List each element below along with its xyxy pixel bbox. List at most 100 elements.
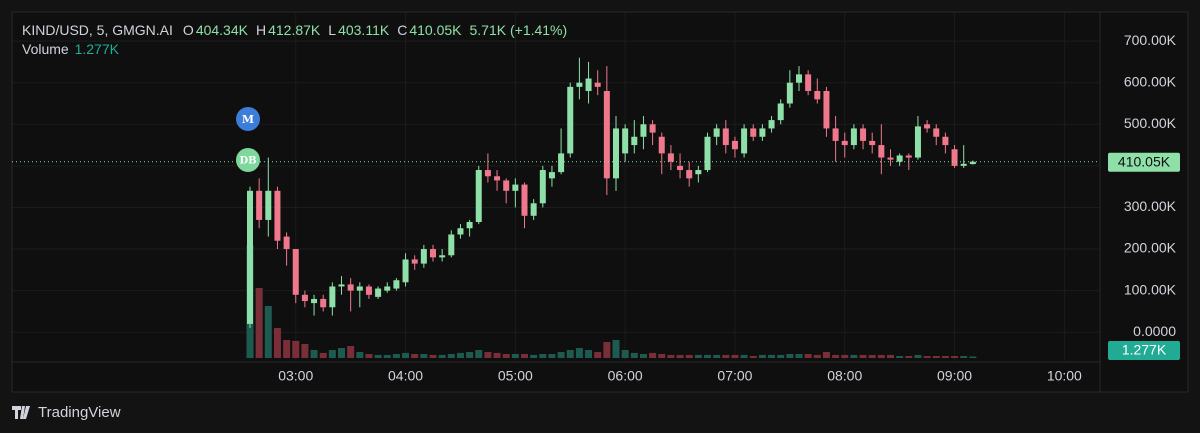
legend: KIND/USD, 5, GMGN.AI O 404.34K H 412.87K L 403… <box>22 21 569 59</box>
candle-body <box>768 120 775 129</box>
candle-body <box>292 249 299 295</box>
volume-bar <box>338 347 345 358</box>
symbol: KIND/USD, 5, GMGN.AI <box>22 22 173 38</box>
candle-body <box>494 176 501 181</box>
marker-label[interactable]: M <box>242 113 254 126</box>
candle-body <box>933 128 940 137</box>
ohlc-key: C <box>397 22 408 38</box>
candle-body <box>942 136 949 146</box>
volume-bar <box>868 354 876 358</box>
volume-bar <box>658 353 666 358</box>
candle-body <box>695 170 702 175</box>
marker-db[interactable]: DB <box>236 148 260 172</box>
marker-circle[interactable] <box>236 148 260 172</box>
y-tick-label: 0.0000 <box>1133 323 1176 339</box>
candle-body <box>594 82 601 87</box>
ohlc-key: L <box>328 22 337 38</box>
candle-body <box>265 190 272 220</box>
candle-body <box>338 284 345 287</box>
candle-body <box>832 128 839 141</box>
candle-body <box>567 86 574 154</box>
volume-bar <box>740 354 748 358</box>
last-price-tag <box>1108 152 1180 172</box>
volume-bar <box>493 352 501 358</box>
volume-bar <box>630 352 638 358</box>
volume-bar <box>539 353 547 358</box>
y-tick-label: 500.00K <box>1124 115 1177 131</box>
y-tick-label: 700.00K <box>1124 32 1177 48</box>
volume-bar <box>777 354 785 358</box>
volume-bar <box>392 353 400 358</box>
volume-bar <box>639 353 647 358</box>
ohlc-value: 412.87K <box>268 22 321 38</box>
candle-body <box>365 286 372 295</box>
volume-bar <box>264 305 272 358</box>
volume-bar <box>932 355 940 358</box>
marker-m[interactable]: M <box>236 107 260 131</box>
candle-body <box>896 155 903 162</box>
candle-body <box>256 190 263 220</box>
volume-bar <box>365 353 373 358</box>
volume-bar <box>694 354 702 358</box>
candle-body <box>860 128 867 141</box>
candle-body <box>951 149 958 166</box>
volume-bar <box>319 352 327 358</box>
volume-bar <box>438 354 446 358</box>
candle-body <box>301 294 308 302</box>
volume-tag <box>1108 341 1180 360</box>
volume-bar <box>429 354 437 358</box>
marker-label[interactable]: DB <box>239 156 256 167</box>
x-tick-label: 06:00 <box>608 368 643 384</box>
candle-body <box>622 128 629 154</box>
candle-body <box>484 170 491 177</box>
candle-body <box>741 128 748 154</box>
candle-body <box>448 234 455 256</box>
volume-bar <box>749 355 757 358</box>
candle-body <box>731 140 738 150</box>
candle-body <box>576 82 583 87</box>
ohlc-value: 410.05K <box>409 22 462 38</box>
volume-bar <box>786 353 794 358</box>
volume-bar <box>768 354 776 358</box>
brand: TradingView <box>12 404 121 421</box>
volume-bar <box>951 355 959 358</box>
y-tick-label: 300.00K <box>1124 198 1177 214</box>
volume-bar <box>374 354 382 358</box>
candle-body <box>640 124 647 137</box>
volume-bar <box>310 349 318 358</box>
volume-bar <box>557 351 565 358</box>
candle-body <box>841 140 848 146</box>
volume-bar <box>420 353 428 358</box>
candle-body <box>539 170 546 204</box>
candle-body <box>750 128 757 137</box>
y-tick-label: 200.00K <box>1124 240 1177 256</box>
brand-name: TradingView <box>38 404 121 421</box>
volume-bar <box>713 354 721 358</box>
volume-bar <box>914 354 922 358</box>
candle-body <box>558 153 565 173</box>
volume-bar <box>941 355 949 358</box>
candle-body <box>521 184 528 216</box>
candle-body <box>969 161 976 165</box>
volume-bar <box>530 354 538 358</box>
volume-bar <box>511 353 519 358</box>
candle-body <box>677 165 684 171</box>
marker-circle[interactable] <box>236 107 260 131</box>
volume-bar <box>594 351 602 358</box>
volume-bar <box>896 355 904 358</box>
candle-body <box>411 259 418 264</box>
volume-bar <box>804 353 812 358</box>
volume-bar <box>676 354 684 358</box>
candle-body <box>704 136 711 171</box>
candle-body <box>722 128 729 146</box>
x-tick-label: 03:00 <box>278 368 313 384</box>
volume-tag-label: 1.277K <box>1122 342 1167 358</box>
candle-body <box>667 153 674 162</box>
candle-body <box>247 190 253 324</box>
volume-bar <box>566 349 574 358</box>
brand-logo <box>12 406 30 419</box>
volume-bar <box>521 353 528 358</box>
volume-bar <box>466 351 474 358</box>
